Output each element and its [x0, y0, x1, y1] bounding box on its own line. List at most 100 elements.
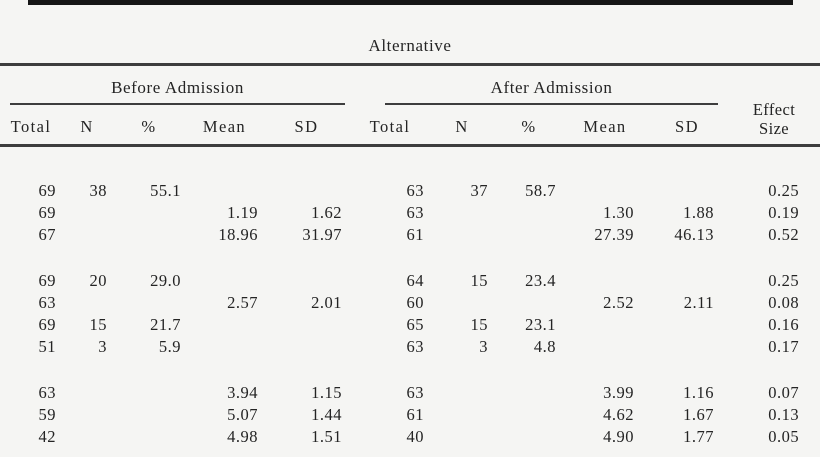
table-cell: 18.96 — [218, 225, 258, 244]
effect-size-line2: Size — [759, 119, 790, 138]
table-cell: 1.67 — [683, 405, 714, 424]
table-cell: 0.08 — [768, 293, 800, 312]
table-cell — [186, 180, 263, 202]
table-cell: 2.57 — [227, 293, 258, 312]
table-row: 51 3 5.9 63 3 4.8 0.17 — [0, 336, 820, 358]
group-header-after-admission: After Admission — [385, 78, 718, 105]
column-header-n-after: N — [430, 105, 494, 147]
table-cell: 63 — [406, 383, 424, 402]
table-cell — [430, 404, 494, 426]
scan-top-bar — [28, 0, 793, 5]
table-row: 69 15 21.7 65 15 23.1 0.16 — [0, 314, 820, 336]
table-cell: 1.88 — [683, 203, 714, 222]
table-cell: 15 — [470, 315, 488, 334]
table-cell: 37 — [470, 181, 488, 200]
table-cell: 58.7 — [525, 181, 556, 200]
table-cell: 1.16 — [683, 383, 714, 402]
table-cell — [494, 202, 564, 224]
table-cell: 0.07 — [768, 383, 800, 402]
table-cell — [186, 270, 263, 292]
table-cell: 61 — [406, 225, 424, 244]
table-cell — [430, 292, 494, 314]
row-group-spacer — [0, 146, 820, 181]
table-cell: 0.17 — [768, 337, 800, 356]
table-row: 63 2.57 2.01 60 2.52 2.11 0.08 — [0, 292, 820, 314]
table-cell — [646, 270, 728, 292]
table-cell — [263, 180, 350, 202]
table-cell: 1.51 — [311, 427, 342, 446]
table-cell: 65 — [406, 315, 424, 334]
spacer-cell — [0, 358, 820, 382]
table-cell — [494, 426, 564, 448]
table-cell: 3.94 — [227, 383, 258, 402]
column-group-header-row: Before Admission After Admission Effect … — [0, 64, 820, 147]
table-cell — [430, 224, 494, 246]
table-cell: 46.13 — [674, 225, 714, 244]
table-cell: 29.0 — [150, 271, 181, 290]
table-cell — [564, 180, 646, 202]
table-cell: 1.15 — [311, 383, 342, 402]
table-cell — [186, 314, 263, 336]
table-cell: 38 — [89, 181, 107, 200]
table-cell: 0.19 — [768, 203, 800, 222]
table-cell: 15 — [89, 315, 107, 334]
table-cell: 21.7 — [150, 315, 181, 334]
table-cell: 63 — [406, 181, 424, 200]
table-cell — [646, 314, 728, 336]
column-header-total-after: Total — [350, 105, 430, 147]
table-row: 42 4.98 1.51 40 4.90 1.77 0.05 — [0, 426, 820, 448]
table-cell: 63 — [406, 337, 424, 356]
table-cell: 5.9 — [158, 337, 181, 356]
table-cell — [646, 180, 728, 202]
table-cell — [494, 382, 564, 404]
table-cell: 51 — [38, 337, 56, 356]
table-cell — [263, 314, 350, 336]
table-cell: 3 — [479, 337, 488, 356]
group-header-before-admission: Before Admission — [10, 78, 345, 105]
table-title: Alternative — [0, 0, 820, 66]
table-body: 69 38 55.1 63 37 58.7 0.25 69 1.19 1.62 63 1.30 1.88… — [0, 146, 820, 449]
table-cell: 23.1 — [525, 315, 556, 334]
table-cell: 63 — [38, 383, 56, 402]
table-cell: 23.4 — [525, 271, 556, 290]
table-cell — [62, 382, 112, 404]
table-cell: 40 — [406, 427, 424, 446]
table-cell — [112, 224, 186, 246]
table-cell — [564, 336, 646, 358]
table-cell: 1.77 — [683, 427, 714, 446]
table-cell: 69 — [38, 271, 56, 290]
table-cell: 2.52 — [603, 293, 634, 312]
table-cell — [62, 292, 112, 314]
table-cell — [263, 336, 350, 358]
table-title-row: Alternative — [0, 0, 820, 66]
table-cell: 69 — [38, 315, 56, 334]
table-cell: 0.25 — [768, 181, 800, 200]
table-cell — [62, 202, 112, 224]
spacer-cell — [0, 146, 820, 181]
spacer-cell — [0, 246, 820, 270]
table-cell: 1.44 — [311, 405, 342, 424]
table-row: 69 1.19 1.62 63 1.30 1.88 0.19 — [0, 202, 820, 224]
table-cell — [263, 270, 350, 292]
table-cell — [430, 382, 494, 404]
table-cell: 55.1 — [150, 181, 181, 200]
table-cell: 59 — [38, 405, 56, 424]
table-cell: 0.16 — [768, 315, 800, 334]
table-cell: 69 — [38, 203, 56, 222]
table-cell: 0.13 — [768, 405, 800, 424]
column-header-sd-before: SD — [263, 105, 350, 147]
table-cell — [112, 404, 186, 426]
table-cell: 4.62 — [603, 405, 634, 424]
table-cell: 2.11 — [683, 293, 714, 312]
table-cell: 63 — [406, 203, 424, 222]
column-header-mean-after: Mean — [564, 105, 646, 147]
table-cell: 69 — [38, 181, 56, 200]
table-cell — [430, 426, 494, 448]
column-header-percent-before: % — [112, 105, 186, 147]
table-cell: 4.98 — [227, 427, 258, 446]
table-cell: 0.25 — [768, 271, 800, 290]
column-header-sd-after: SD — [646, 105, 728, 147]
table-cell: 27.39 — [594, 225, 634, 244]
table-cell: 60 — [406, 293, 424, 312]
